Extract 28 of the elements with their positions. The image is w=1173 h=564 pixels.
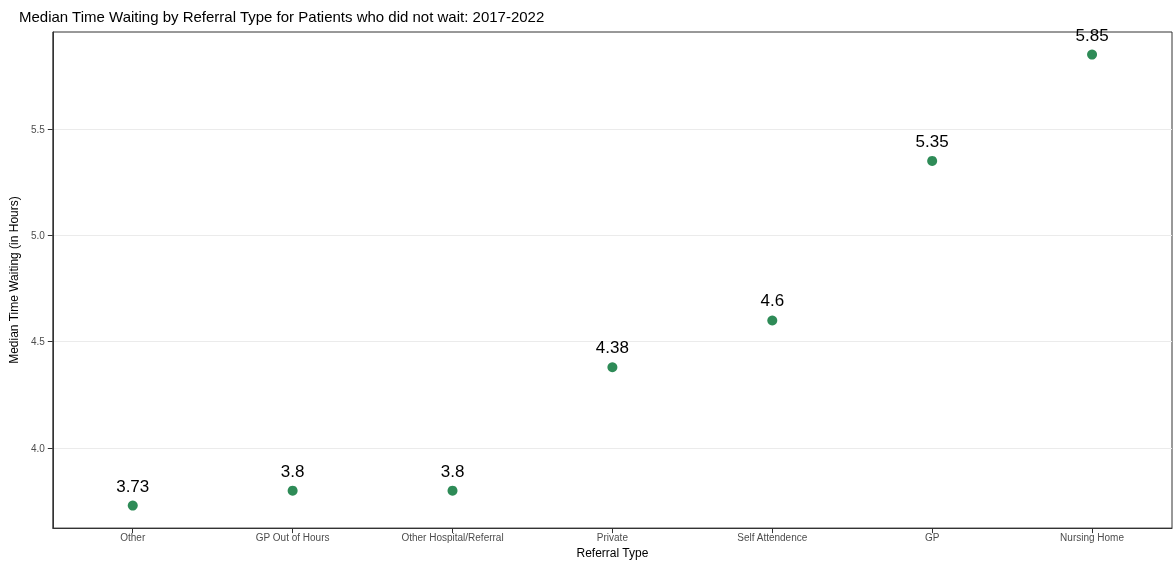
y-tick-label: 5.5 [30, 123, 46, 135]
x-tick-label: Nursing Home [1060, 531, 1125, 543]
x-tick-label: Self Attendence [737, 531, 808, 543]
point [447, 485, 458, 496]
x-tick-label: GP Out of Hours [255, 531, 330, 543]
data-label: 5.85 [1075, 25, 1109, 45]
point [287, 485, 298, 496]
data-label: 4.38 [595, 338, 629, 358]
data-label: 3.73 [116, 476, 150, 496]
data-label: 3.8 [440, 461, 465, 481]
x-tick-label: Private [596, 531, 629, 543]
x-tick-label: GP [924, 531, 940, 543]
y-axis-title: Median Time Waiting (in Hours) [7, 196, 21, 364]
x-tick-label: Other Hospital/Referral [401, 531, 504, 543]
point [127, 500, 138, 511]
point [607, 362, 618, 373]
point [927, 155, 938, 166]
point [1087, 49, 1098, 60]
y-tick-label: 5.0 [30, 229, 46, 241]
x-axis-title: Referral Type [576, 546, 649, 560]
point [767, 315, 778, 326]
data-label: 3.8 [280, 461, 305, 481]
y-tick-label: 4.0 [30, 442, 46, 454]
data-label: 5.35 [915, 131, 949, 151]
chart-title: Median Time Waiting by Referral Type for Patients who did not wait: 2017-2022 [19, 8, 545, 25]
y-tick-label: 4.5 [30, 336, 46, 348]
data-label: 4.6 [760, 291, 785, 311]
x-tick-label: Other [120, 531, 146, 543]
